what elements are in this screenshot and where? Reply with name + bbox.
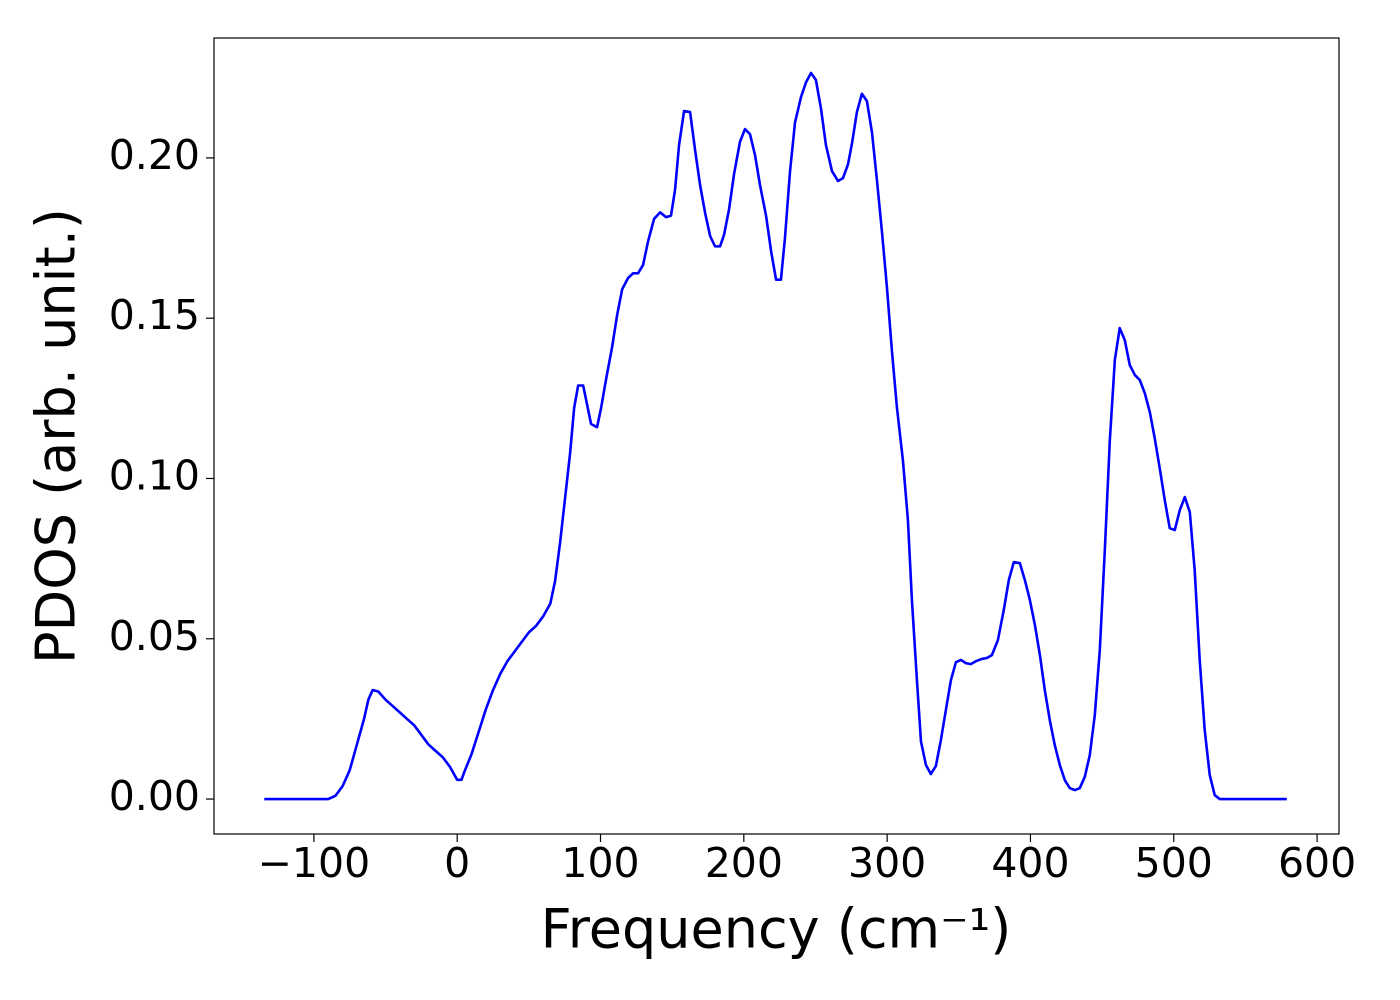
x-tick-label: 0 — [444, 839, 470, 887]
x-tick-label: 500 — [1135, 839, 1213, 887]
x-tick-label: −100 — [258, 839, 371, 887]
y-tick-label: 0.10 — [109, 451, 200, 499]
y-axis-label: PDOS (arb. unit.) — [25, 208, 88, 664]
y-tick-label: 0.15 — [109, 291, 200, 339]
y-tick-label: 0.20 — [109, 131, 200, 179]
x-tick-label: 600 — [1278, 839, 1356, 887]
plot-frame — [213, 37, 1340, 835]
x-tick-label: 400 — [991, 839, 1069, 887]
y-tick-label: 0.05 — [109, 612, 200, 660]
x-tick-label: 300 — [848, 839, 926, 887]
y-tick-label: 0.00 — [109, 772, 200, 820]
x-tick-label: 100 — [561, 839, 639, 887]
x-axis-label: Frequency (cm⁻¹) — [541, 898, 1012, 961]
x-tick-label: 200 — [705, 839, 783, 887]
data-line — [264, 71, 1287, 801]
